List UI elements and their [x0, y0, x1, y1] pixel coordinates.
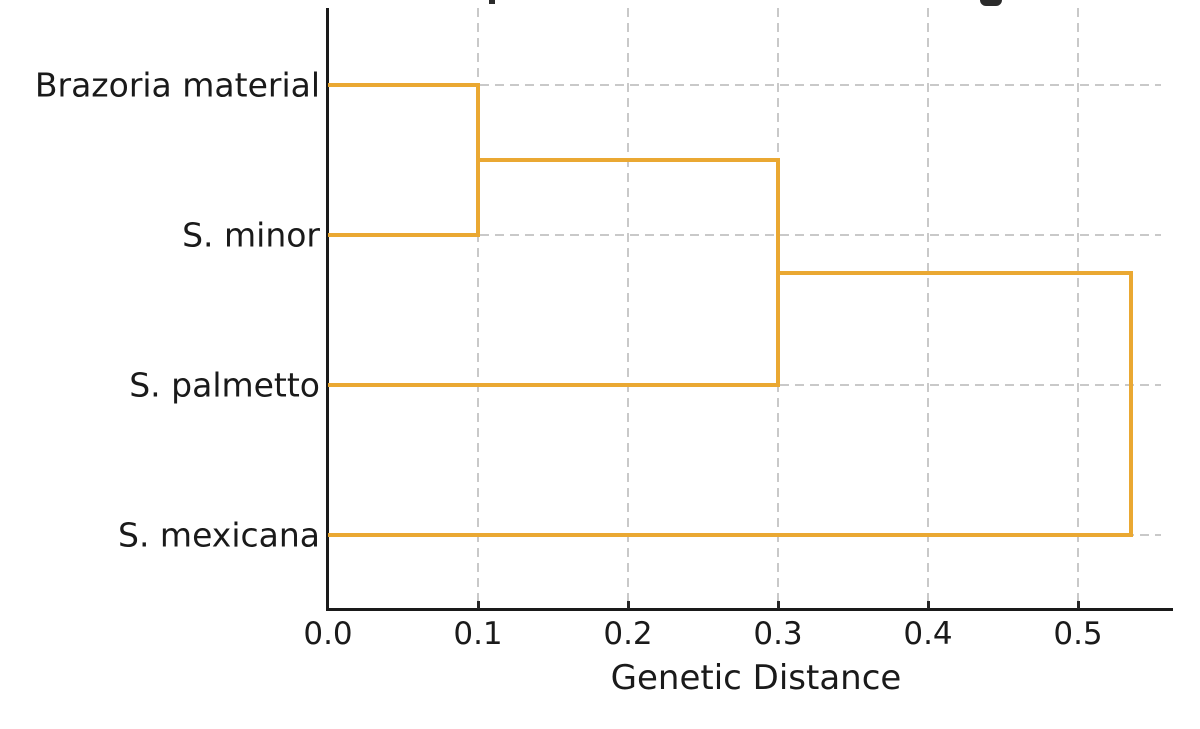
x-axis-line [326, 608, 1173, 611]
y-axis-line [326, 8, 329, 611]
dendrogram-link-horizontal [778, 270, 1131, 275]
x-tick-label-0.4: 0.4 [903, 616, 953, 652]
x-tick-label-0.0: 0.0 [303, 616, 353, 652]
leaf-label-s-minor: S. minor [182, 215, 320, 255]
leaf-label-brazoria-material: Brazoria material [34, 65, 320, 105]
x-tick-mark [477, 601, 480, 609]
cropped-title-fragment [489, 0, 495, 4]
x-tick-mark [627, 601, 630, 609]
dendrogram-link-horizontal [328, 83, 478, 87]
gridline-vertical [927, 8, 929, 606]
x-axis-title: Genetic Distance [610, 658, 902, 698]
x-tick-label-0.2: 0.2 [603, 616, 653, 652]
dendrogram-link-vertical [1128, 270, 1133, 537]
dendrogram-link-horizontal [328, 383, 778, 387]
dendrogram-link-horizontal [478, 158, 778, 162]
cropped-title-fragment [980, 0, 1002, 6]
gridline-horizontal [330, 234, 1161, 236]
x-tick-label-0.5: 0.5 [1053, 616, 1103, 652]
x-tick-mark [1077, 601, 1080, 609]
dendrogram-link-horizontal [328, 233, 478, 237]
x-tick-label-0.3: 0.3 [753, 616, 803, 652]
leaf-label-s-mexicana: S. mexicana [118, 515, 320, 555]
x-tick-label-0.1: 0.1 [453, 616, 503, 652]
leaf-label-s-palmetto: S. palmetto [129, 365, 320, 405]
gridline-vertical [477, 8, 479, 606]
gridline-horizontal [330, 84, 1161, 86]
dendrogram-link-horizontal [328, 533, 1131, 537]
gridline-vertical [627, 8, 629, 606]
gridline-vertical [1077, 8, 1079, 606]
x-tick-mark [927, 601, 930, 609]
x-tick-mark [777, 601, 780, 609]
